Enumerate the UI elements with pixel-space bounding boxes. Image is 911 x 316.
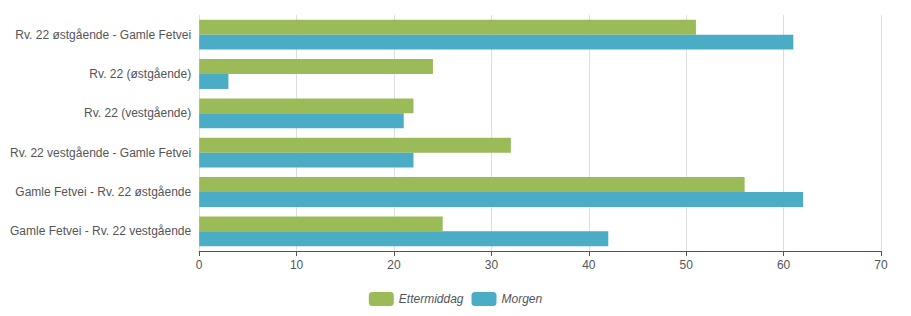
svg-text:Rv. 22 (vestgående): Rv. 22 (vestgående)	[84, 106, 191, 120]
svg-text:60: 60	[777, 258, 791, 272]
svg-text:0: 0	[196, 258, 203, 272]
svg-text:20: 20	[387, 258, 401, 272]
svg-text:Rv. 22 (østgående): Rv. 22 (østgående)	[89, 67, 191, 81]
svg-text:Ettermiddag: Ettermiddag	[399, 292, 464, 306]
svg-text:Rv. 22 vestgående - Gamle Fetv: Rv. 22 vestgående - Gamle Fetvei	[10, 146, 191, 160]
svg-text:10: 10	[290, 258, 304, 272]
svg-text:40: 40	[582, 258, 596, 272]
svg-text:Gamle Fetvei - Rv. 22 østgåend: Gamle Fetvei - Rv. 22 østgående	[15, 185, 191, 199]
svg-text:70: 70	[874, 258, 888, 272]
svg-text:Gamle Fetvei - Rv. 22 vestgåen: Gamle Fetvei - Rv. 22 vestgående	[10, 224, 192, 238]
svg-text:50: 50	[680, 258, 694, 272]
svg-text:30: 30	[485, 258, 499, 272]
svg-text:Morgen: Morgen	[502, 292, 543, 306]
svg-text:Rv. 22 østgående - Gamle Fetve: Rv. 22 østgående - Gamle Fetvei	[15, 28, 191, 42]
